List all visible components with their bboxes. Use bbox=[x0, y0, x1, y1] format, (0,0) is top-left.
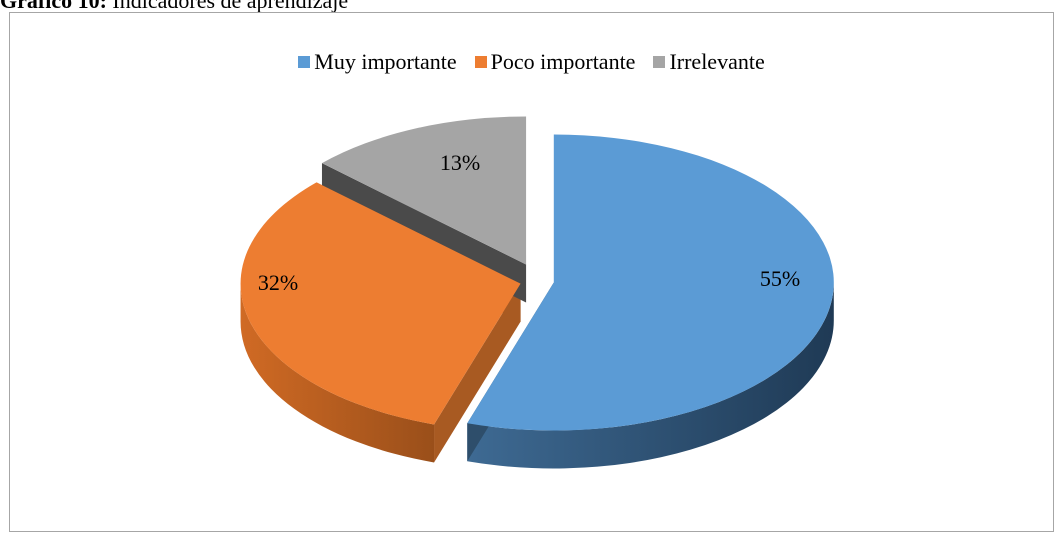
page-title: Gráfico 10: Indicadores de aprendizaje bbox=[0, 0, 348, 14]
legend-item-poco-importante: Poco importante bbox=[474, 49, 636, 75]
pie-side-muy-importante bbox=[467, 282, 834, 469]
pie-cut-poco-importante-0 bbox=[434, 283, 521, 463]
pie-slice-muy-importante bbox=[467, 134, 834, 431]
legend-swatch-poco-importante bbox=[474, 56, 487, 68]
pie-label-irrelevante: 13% bbox=[440, 150, 480, 175]
legend-item-irrelevante: Irrelevante bbox=[653, 49, 765, 75]
pie-slice-irrelevante bbox=[321, 116, 527, 265]
pie-chart: 55% 32% 13% bbox=[240, 116, 834, 469]
pie-labels: 55% 32% 13% bbox=[258, 150, 800, 295]
figure-caption: Indicadores de aprendizaje bbox=[106, 0, 349, 13]
chart-legend: Muy importante Poco importante Irrelevan… bbox=[10, 49, 1053, 75]
legend-swatch-muy-importante bbox=[298, 56, 311, 68]
legend-item-muy-importante: Muy importante bbox=[298, 49, 457, 75]
legend-label-muy-importante: Muy importante bbox=[314, 49, 457, 74]
legend-label-poco-importante: Poco importante bbox=[490, 49, 636, 74]
pie-label-muy-importante: 55% bbox=[760, 266, 800, 291]
pie-label-poco-importante: 32% bbox=[258, 270, 298, 295]
chart-area: Muy importante Poco importante Irrelevan… bbox=[9, 12, 1054, 532]
pie-tops bbox=[240, 116, 834, 431]
legend-label-irrelevante: Irrelevante bbox=[669, 49, 765, 74]
pie-slice-poco-importante bbox=[240, 182, 521, 425]
pie-side-poco-importante bbox=[240, 283, 435, 463]
legend-swatch-irrelevante bbox=[653, 56, 666, 68]
figure-number: Gráfico 10: bbox=[0, 0, 107, 13]
